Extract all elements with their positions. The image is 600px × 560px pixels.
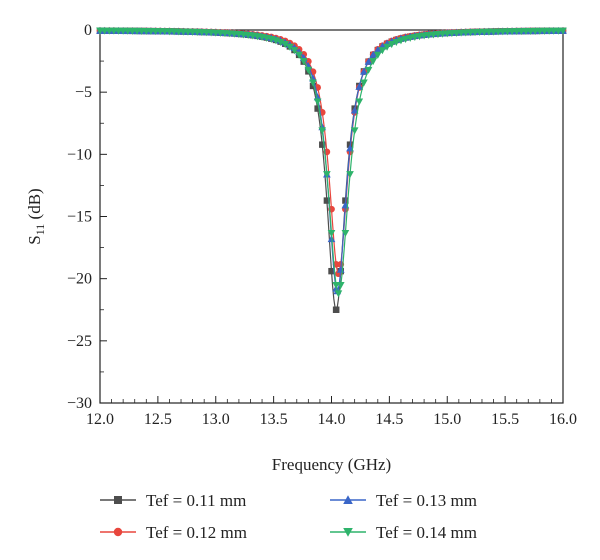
data-point — [323, 197, 331, 204]
data-point — [323, 171, 331, 179]
series-1 — [96, 27, 567, 313]
series-3 — [96, 26, 567, 295]
y-tick-label: −10 — [67, 146, 92, 163]
x-tick-label: 13.5 — [260, 411, 288, 428]
data-point — [392, 38, 401, 47]
series-line — [99, 30, 564, 295]
data-point — [411, 33, 419, 41]
y-tick-label: 0 — [84, 22, 92, 39]
data-point — [559, 27, 567, 35]
legend-label: Tef = 0.12 mm — [146, 523, 247, 542]
legend-item: Tef = 0.14 mm — [330, 523, 477, 542]
data-point — [314, 105, 321, 112]
y-tick-label: −25 — [67, 333, 92, 350]
data-point — [327, 229, 336, 237]
data-point — [334, 290, 343, 298]
legend-marker — [343, 528, 353, 537]
series-line — [99, 30, 564, 293]
data-point — [378, 47, 387, 55]
data-point — [285, 43, 294, 51]
data-point — [304, 66, 313, 74]
data-point — [397, 37, 405, 45]
data-point — [318, 127, 327, 135]
series-line — [99, 30, 563, 312]
legend-label: Tef = 0.14 mm — [376, 523, 477, 542]
data-point — [355, 82, 364, 90]
data-point — [332, 306, 340, 313]
data-point — [341, 229, 350, 237]
legend-marker — [343, 495, 353, 504]
y-tick-label: −5 — [75, 84, 92, 101]
plot-area: 12.0 12.5 13.0 13.5 14.0 14.5 15.0 15.5 16.0 0 −5 −… — [67, 22, 577, 428]
data-point — [387, 41, 396, 49]
data-point — [281, 41, 290, 49]
legend-item: Tef = 0.12 mm — [100, 523, 247, 542]
data-point — [383, 43, 391, 51]
data-point — [434, 31, 442, 39]
x-tick-label: 15.0 — [433, 411, 461, 428]
data-point — [328, 267, 335, 275]
data-point — [401, 35, 410, 43]
legend-marker — [113, 527, 123, 537]
legend-label: Tef = 0.11 mm — [146, 491, 246, 510]
legend: Tef = 0.11 mm Tef = 0.12 mm Tef = 0.13 mm T… — [100, 491, 477, 542]
data-point — [355, 98, 364, 106]
y-tick-label: −30 — [67, 395, 92, 412]
data-point — [350, 127, 359, 135]
y-axis-title-sub: 11 — [33, 224, 47, 236]
data-point — [276, 38, 285, 47]
data-point — [299, 58, 308, 66]
data-point — [350, 106, 359, 114]
data-point — [420, 32, 428, 40]
legend-marker — [114, 496, 122, 504]
y-axis-title: S11 (dB) — [25, 188, 47, 244]
y-axis-title-unit: (dB) — [25, 188, 44, 223]
data-point — [373, 51, 382, 59]
x-tick-label: 14.0 — [318, 411, 346, 428]
data-point — [364, 57, 373, 65]
data-point — [319, 141, 326, 148]
x-tick-label: 14.5 — [375, 411, 403, 428]
x-axis-title: Frequency (GHz) — [272, 455, 391, 474]
series-layer — [96, 26, 567, 313]
data-point — [290, 47, 299, 55]
legend-item: Tef = 0.11 mm — [100, 491, 246, 510]
data-point — [360, 79, 368, 87]
x-tick-label: 16.0 — [549, 411, 577, 428]
y-tick-label: −15 — [67, 209, 92, 226]
y-axis-title-main: S — [25, 235, 44, 244]
axis-ticks: 12.0 12.5 13.0 13.5 14.0 14.5 15.0 15.5 16.0 0 −5 −… — [67, 22, 577, 428]
data-point — [309, 79, 317, 87]
data-point — [346, 171, 354, 179]
data-point — [336, 281, 345, 289]
data-point — [415, 33, 424, 41]
data-point — [424, 31, 433, 39]
x-tick-label: 15.5 — [491, 411, 519, 428]
x-tick-label: 13.0 — [202, 411, 230, 428]
data-point — [360, 67, 368, 75]
legend-item: Tef = 0.13 mm — [330, 491, 477, 510]
data-point — [438, 30, 447, 38]
x-tick-label: 12.0 — [86, 411, 114, 428]
data-point — [429, 31, 438, 39]
y-tick-label: −20 — [67, 271, 92, 288]
data-point — [406, 34, 415, 42]
data-point — [369, 50, 378, 58]
data-point — [373, 45, 382, 53]
data-point — [369, 58, 378, 66]
series-4 — [96, 27, 567, 298]
legend-label: Tef = 0.13 mm — [376, 491, 477, 510]
data-point — [295, 51, 303, 59]
data-point — [313, 98, 322, 106]
data-point — [364, 66, 373, 74]
x-tick-label: 12.5 — [144, 411, 172, 428]
